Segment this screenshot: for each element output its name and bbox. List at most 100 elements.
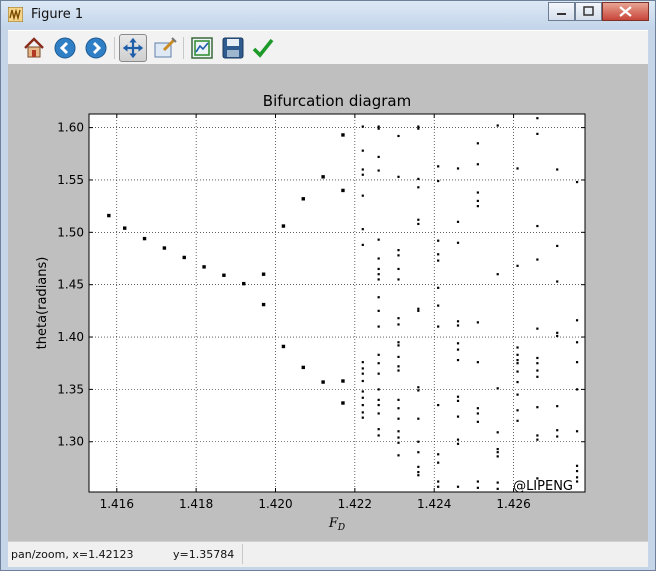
grid-lines (89, 114, 585, 492)
data-point (496, 431, 499, 434)
data-point (575, 430, 579, 433)
data-point (536, 438, 539, 441)
figure-canvas[interactable]: 1.416 1.418 1.420 1.422 1.424 1.426 1.30 1.35 1.… (8, 64, 648, 541)
data-point (476, 420, 479, 423)
data-point (476, 480, 479, 483)
data-point (556, 168, 559, 171)
close-icon (619, 6, 632, 17)
data-point (377, 278, 380, 281)
data-point (361, 173, 364, 176)
data-point (397, 249, 400, 252)
data-point (397, 254, 400, 257)
data-point (377, 403, 380, 407)
data-point (456, 320, 460, 323)
window-title: Figure 1 (31, 7, 84, 22)
maximize-button[interactable] (575, 2, 602, 21)
data-point (456, 438, 460, 441)
zoom-button[interactable] (151, 34, 179, 62)
data-point (341, 401, 345, 405)
data-point (301, 365, 305, 370)
subplots-icon (191, 37, 213, 59)
cursor-y-readout: y=1.35784 (173, 548, 235, 561)
data-point (437, 259, 440, 262)
data-point (182, 255, 186, 260)
arrow-left-icon (54, 37, 76, 59)
data-point (361, 367, 364, 370)
data-point (377, 434, 380, 437)
data-point (575, 480, 579, 483)
data-point (377, 372, 380, 375)
y-tick-label: 1.45 (57, 278, 84, 292)
x-tick-label: 1.422 (338, 497, 372, 511)
data-point (456, 342, 460, 345)
data-point (162, 246, 167, 250)
data-point (417, 177, 420, 181)
data-point (341, 188, 345, 193)
subplots-button[interactable] (188, 34, 216, 62)
data-point (516, 167, 519, 170)
pan-button[interactable] (119, 34, 147, 62)
y-axis-label: theta(radians) (35, 257, 50, 350)
data-point (437, 480, 440, 483)
data-point (397, 441, 400, 444)
minimize-button[interactable] (548, 2, 575, 21)
data-point (437, 253, 440, 256)
x-tick-label: 1.420 (258, 497, 292, 511)
close-button[interactable] (602, 2, 649, 21)
data-point (476, 191, 479, 194)
title-bar[interactable]: Figure 1 (1, 1, 655, 29)
data-point (377, 273, 380, 276)
data-point (361, 194, 364, 197)
data-point (361, 149, 364, 152)
bifurcation-plot[interactable]: 1.416 1.418 1.420 1.422 1.424 1.426 1.30 1.35 1.… (8, 64, 648, 541)
x-tick-label: 1.424 (417, 497, 451, 511)
data-point (575, 469, 579, 473)
data-point (377, 125, 380, 128)
data-point (456, 241, 460, 244)
status-separator (242, 544, 243, 564)
edit-params-button[interactable] (249, 34, 277, 62)
data-point (556, 435, 559, 438)
data-point (456, 485, 460, 488)
x-axis-label: FD (328, 516, 345, 533)
data-point (377, 127, 380, 130)
data-point (377, 325, 380, 328)
toolbar-separator (114, 37, 115, 59)
cursor-x-readout: pan/zoom, x=1.42123 (11, 548, 134, 561)
data-point (575, 464, 579, 467)
data-point (417, 218, 420, 221)
data-point (516, 409, 519, 412)
arrow-right-icon (85, 37, 107, 59)
data-point (575, 319, 579, 322)
data-point (397, 278, 400, 281)
data-point (377, 267, 380, 271)
status-bar: pan/zoom, x=1.42123 y=1.35784 (8, 541, 648, 567)
data-point (476, 163, 479, 166)
data-point (516, 370, 519, 373)
data-point (516, 380, 519, 384)
data-point (377, 388, 380, 391)
data-point (496, 487, 499, 490)
y-tick-label: 1.60 (57, 121, 84, 135)
x-tick-label: 1.426 (496, 497, 530, 511)
data-point (496, 481, 499, 484)
data-point (456, 415, 460, 418)
data-point (536, 434, 539, 437)
data-point (377, 362, 380, 365)
data-point (516, 419, 519, 422)
save-button[interactable] (219, 34, 247, 62)
data-point (397, 317, 400, 320)
back-button[interactable] (51, 34, 79, 62)
data-point (397, 134, 400, 138)
data-point (476, 142, 479, 145)
data-point (377, 257, 380, 260)
y-tick-label: 1.50 (57, 225, 84, 239)
forward-button[interactable] (82, 34, 110, 62)
matplotlib-app-icon (8, 7, 23, 22)
data-point (417, 474, 420, 477)
data-point (361, 228, 364, 231)
data-point (456, 348, 460, 351)
home-button[interactable] (20, 34, 48, 62)
data-point (476, 361, 479, 364)
